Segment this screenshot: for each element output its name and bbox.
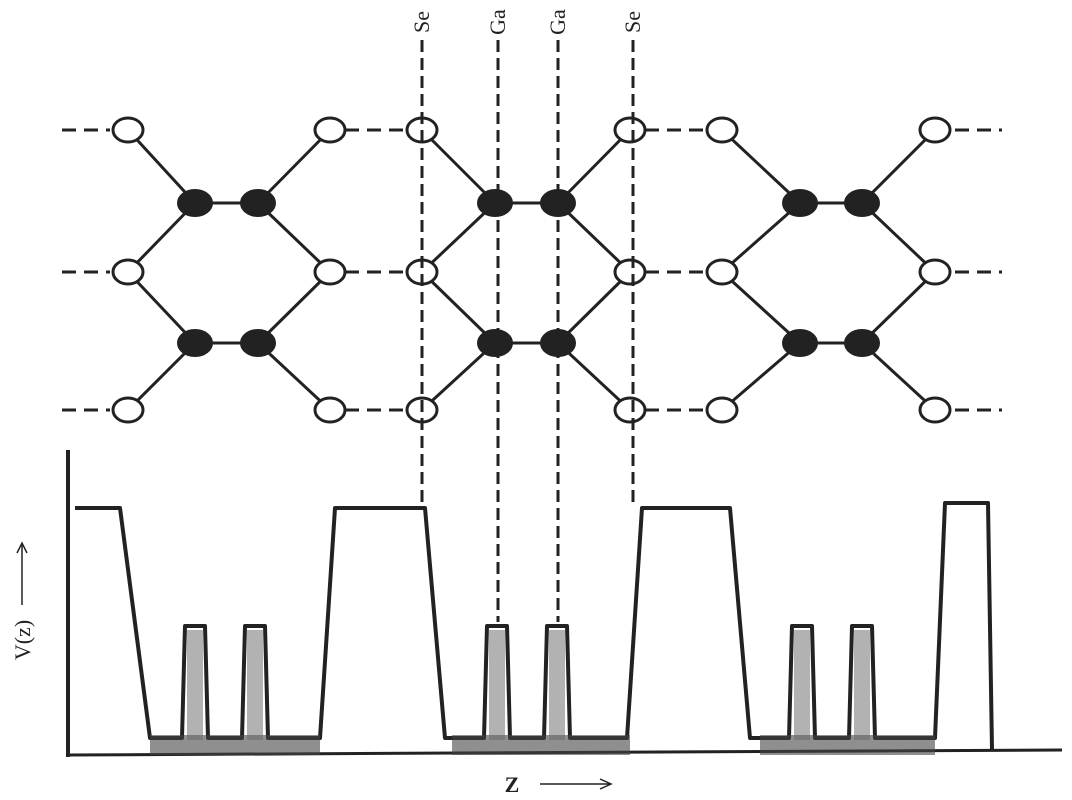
guide-lines: Se Ga Ga Se [409,9,645,622]
se-atom [615,260,645,284]
well-shading [452,735,630,755]
well-shading [760,735,935,755]
ga-atom [478,190,512,216]
se-atom [707,398,737,422]
ga-atom [241,190,275,216]
column-label: Ga [545,9,570,35]
se-atom [920,260,950,284]
diagram: Se Ga Ga Se V(z) Z [0,0,1072,800]
column-label: Se [620,11,645,33]
se-atom [113,260,143,284]
column-label: Se [409,11,434,33]
bond [722,130,800,203]
se-atom [707,118,737,142]
se-atom [113,118,143,142]
well-shading [150,735,320,755]
ga-atom [783,190,817,216]
se-atom [315,118,345,142]
x-axis-label: Z [505,772,520,797]
ga-atom [178,330,212,356]
spike-shading [854,630,870,740]
spike-shading [794,630,810,740]
ga-atom [241,330,275,356]
labels: V(z) Z [10,543,611,797]
se-atom [113,398,143,422]
spike-shading [549,630,565,740]
se-atom [615,398,645,422]
se-atom [315,398,345,422]
spike-shading [247,630,263,740]
se-atom [615,118,645,142]
y-axis-label: V(z) [10,620,35,660]
column-label: Ga [485,9,510,35]
ga-atom [783,330,817,356]
ga-atom [178,190,212,216]
se-atom [315,260,345,284]
ga-atom [478,330,512,356]
lattice [62,118,1002,422]
ga-atom [845,190,879,216]
spike-shading [187,630,203,740]
se-atom [920,118,950,142]
se-atom [920,398,950,422]
se-atom [707,260,737,284]
ga-atom [845,330,879,356]
potential-plot [68,450,1062,757]
spike-shading [489,630,505,740]
